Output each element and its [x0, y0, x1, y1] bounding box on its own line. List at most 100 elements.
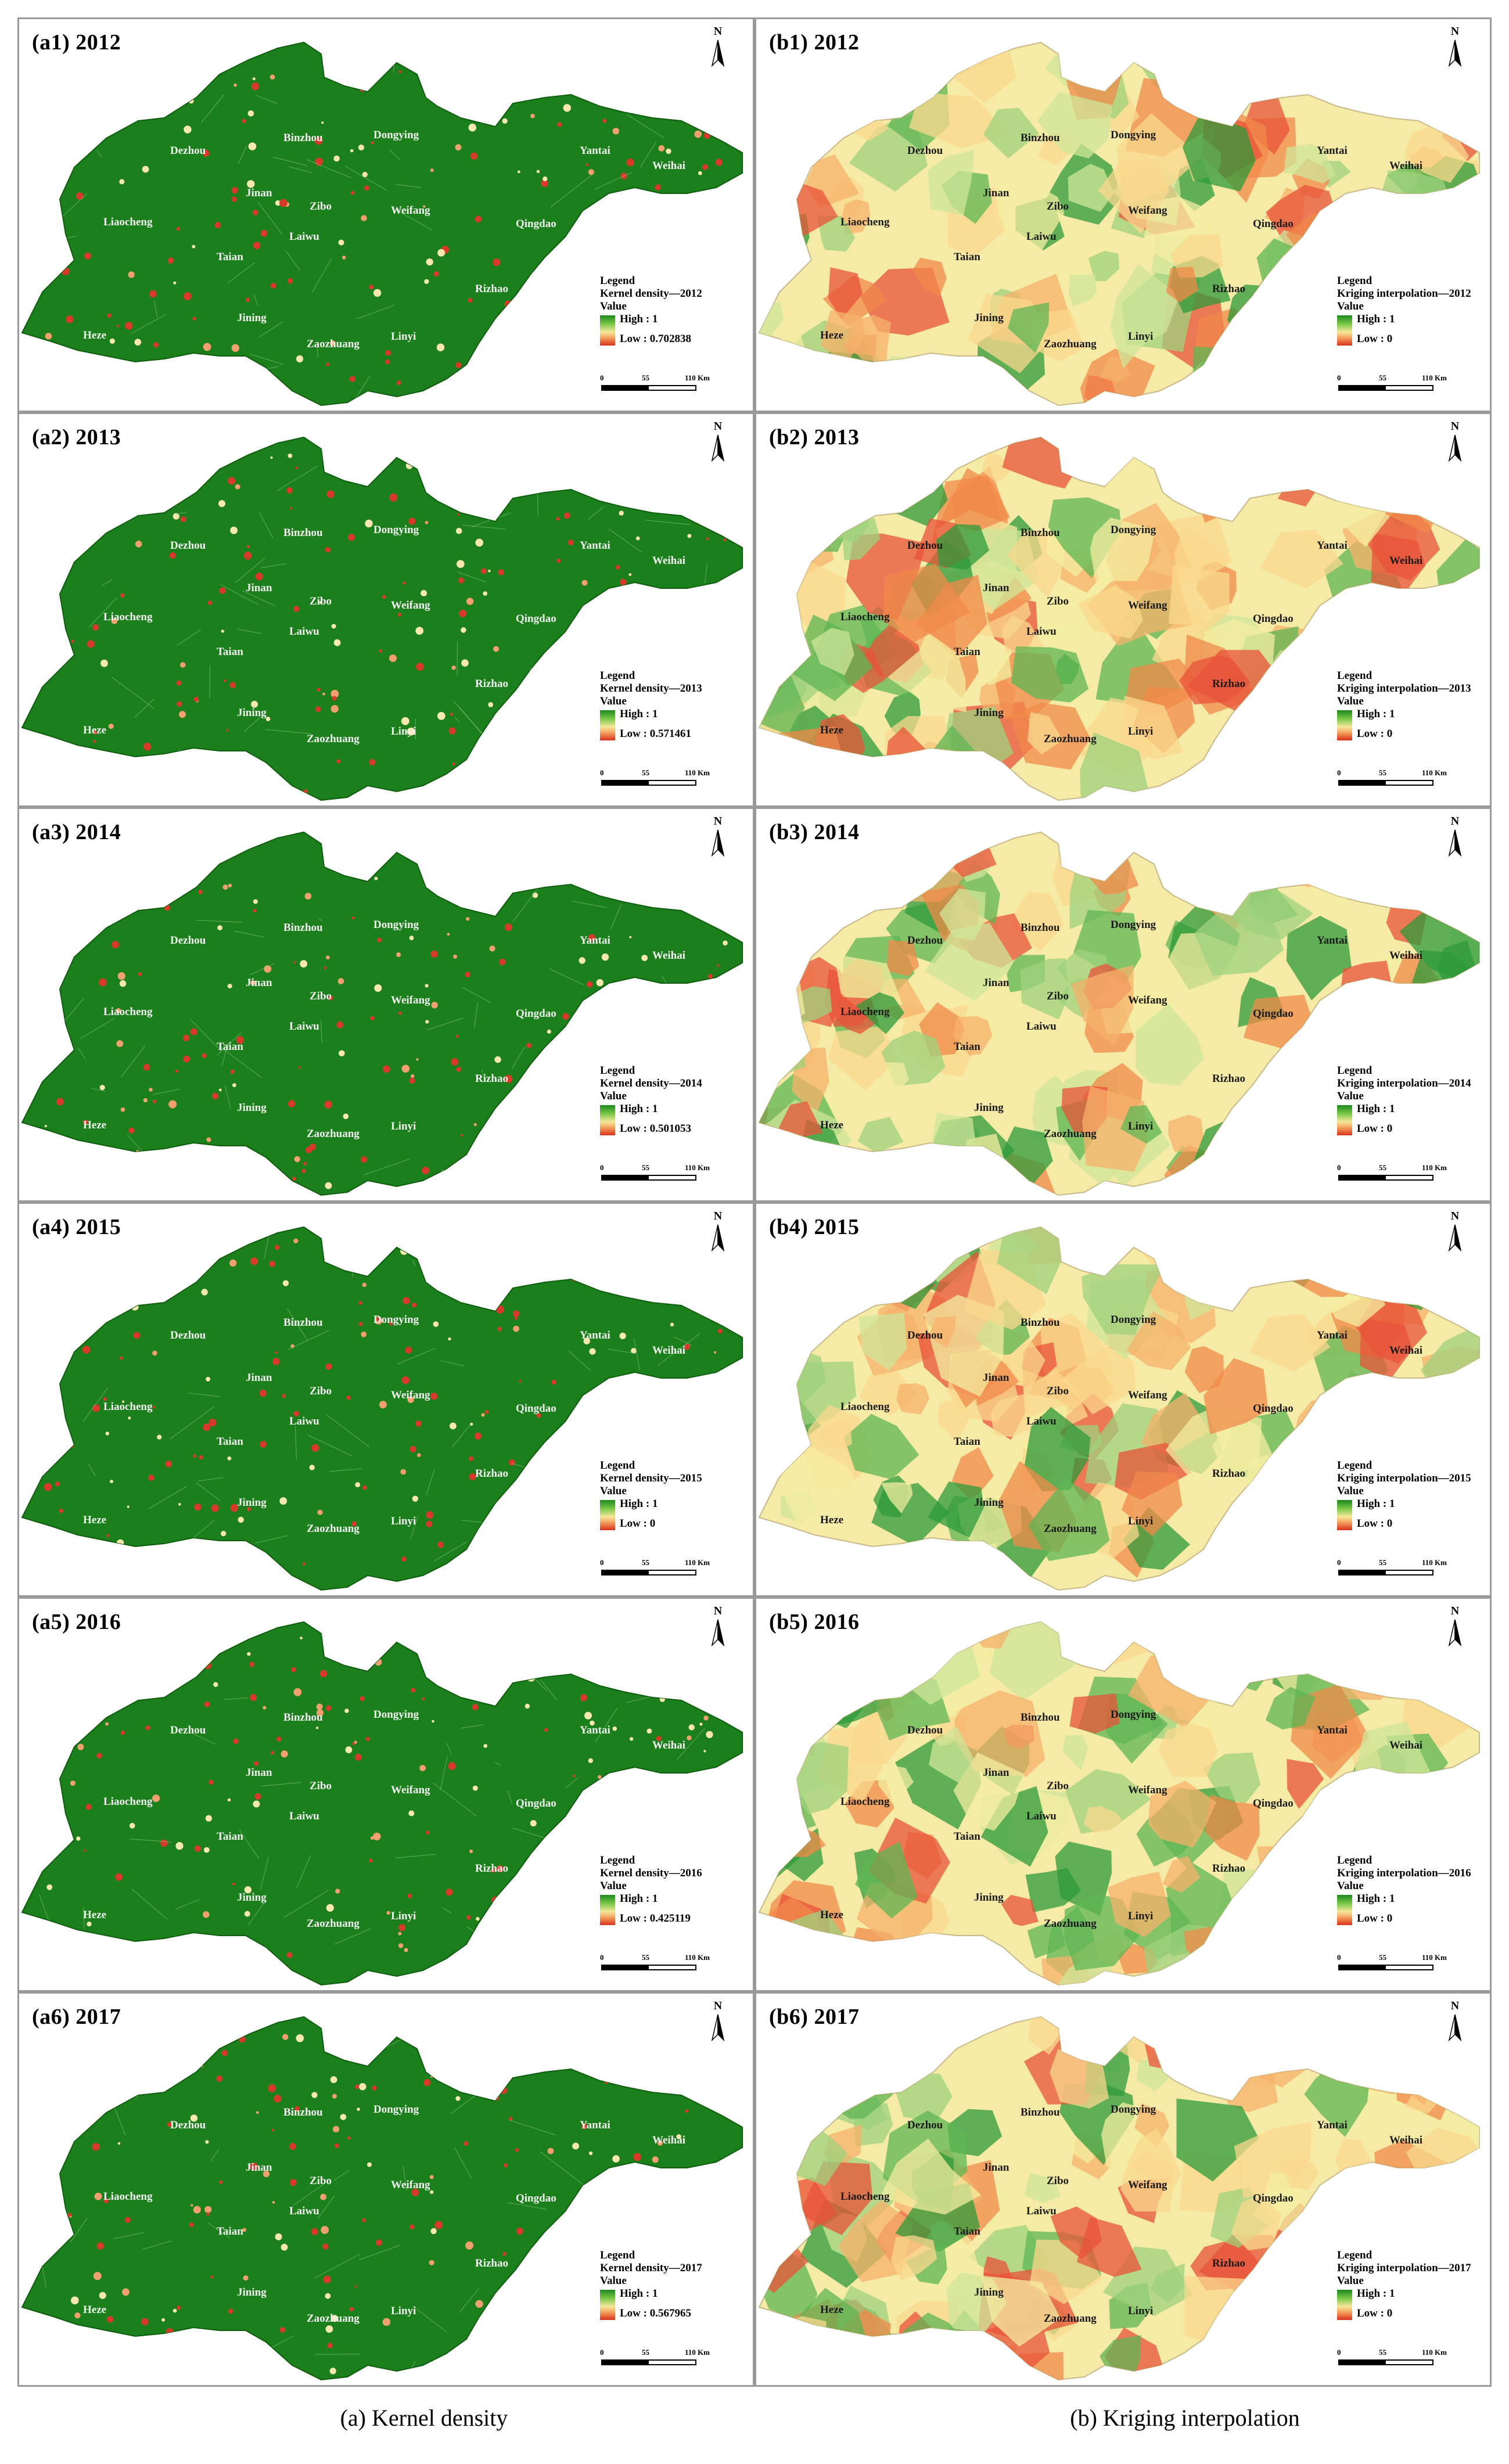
scale-bar: 0 55 110 Km	[1337, 1558, 1447, 1587]
city-label-zaozhuang: Zaozhuang	[1044, 1128, 1097, 1140]
city-label-yantai: Yantai	[580, 934, 610, 947]
north-arrow-icon: N	[1445, 1210, 1465, 1255]
scale-bar-graphic	[1338, 2359, 1433, 2365]
legend-layer-name: Kernel density—2014	[600, 1077, 702, 1089]
city-label-zaozhuang: Zaozhuang	[1044, 1918, 1097, 1930]
legend-high: High : 1	[1357, 312, 1395, 325]
scale-tick: 110 Km	[1422, 768, 1447, 777]
city-label-jinan: Jinan	[983, 2161, 1009, 2174]
north-arrow-icon: N	[707, 815, 728, 860]
legend-layer-name: Kernel density—2016	[600, 1866, 702, 1879]
city-label-heze: Heze	[820, 1909, 843, 1921]
legend-layer-name: Kernel density—2013	[600, 682, 702, 695]
city-label-heze: Heze	[820, 1119, 843, 1131]
legend-low: Low : 0.571461	[620, 727, 691, 740]
city-label-taian: Taian	[217, 646, 243, 658]
city-label-linyi: Linyi	[1128, 330, 1153, 343]
legend-low: Low : 0	[1357, 1122, 1393, 1135]
city-label-zibo: Zibo	[310, 200, 332, 213]
province-outline	[21, 831, 743, 1196]
scale-bar: 0 55 110 Km	[600, 1558, 710, 1587]
city-label-laiwu: Laiwu	[1026, 231, 1057, 243]
city-label-zibo: Zibo	[1047, 2175, 1069, 2187]
map-panel-kernel-density: Binzhou Dongying Dezhou Yantai Weihai Jinan Zi…	[17, 1597, 754, 1992]
city-label-weifang: Weifang	[1128, 599, 1167, 611]
city-label-zaozhuang: Zaozhuang	[307, 1523, 360, 1535]
legend-value-label: Value	[1337, 1879, 1364, 1892]
city-label-laiwu: Laiwu	[1026, 1810, 1057, 1822]
province-map: Binzhou Dongying Dezhou Yantai Weihai Jinan Zi…	[21, 1226, 743, 1591]
city-label-jining: Jining	[237, 312, 267, 324]
province-outline	[21, 41, 743, 407]
scale-bar-graphic	[1338, 1965, 1433, 1970]
figure-grid: Binzhou Dongying Dezhou Yantai Weihai Jinan Zi…	[17, 17, 1492, 2387]
north-letter: N	[1450, 1605, 1460, 1617]
city-label-heze: Heze	[820, 329, 843, 341]
color-ramp	[1337, 315, 1352, 346]
city-label-weifang: Weifang	[391, 2179, 430, 2191]
city-label-taian: Taian	[954, 251, 980, 263]
legend-low: Low : 0.501053	[620, 1122, 691, 1135]
legend-low: Low : 0	[1357, 727, 1393, 740]
city-label-qingdao: Qingdao	[1253, 218, 1294, 230]
north-letter: N	[713, 1605, 723, 1617]
legend-value-label: Value	[600, 1089, 627, 1102]
map-panel-kriging-interpolation: Binzhou Dongying Dezhou Yantai Weihai Jinan Zi…	[754, 1992, 1492, 2387]
map-panel-kriging-interpolation: Binzhou Dongying Dezhou Yantai Weihai Jinan Zi…	[754, 807, 1492, 1202]
city-label-taian: Taian	[954, 1830, 980, 1843]
city-label-linyi: Linyi	[391, 2305, 416, 2317]
map-panel-kernel-density: Binzhou Dongying Dezhou Yantai Weihai Jinan Zi…	[17, 807, 754, 1202]
legend-layer-name: Kriging interpolation—2014	[1337, 1077, 1471, 1089]
city-label-binzhou: Binzhou	[283, 922, 323, 934]
city-label-weihai: Weihai	[652, 1739, 685, 1751]
legend-low: Low : 0.702838	[620, 332, 691, 345]
city-label-qingdao: Qingdao	[516, 613, 556, 625]
city-label-rizhao: Rizhao	[475, 283, 508, 295]
city-label-laiwu: Laiwu	[1026, 1020, 1057, 1033]
city-label-taian: Taian	[954, 1041, 980, 1053]
map-panel-kernel-density: Binzhou Dongying Dezhou Yantai Weihai Jinan Zi…	[17, 1202, 754, 1597]
city-label-linyi: Linyi	[1128, 2305, 1153, 2317]
scale-tick: 0	[600, 2348, 604, 2357]
city-label-qingdao: Qingdao	[1253, 1008, 1294, 1020]
map-legend: Legend Kernel density—2014 Value High : 1 Lo…	[600, 1064, 745, 1136]
legend-high: High : 1	[620, 1497, 658, 1510]
legend-high: High : 1	[1357, 1892, 1395, 1905]
scale-tick: 110 Km	[685, 1953, 710, 1962]
legend-layer-name: Kernel density—2012	[600, 287, 702, 300]
scale-bar: 0 55 110 Km	[1337, 373, 1447, 402]
city-label-linyi: Linyi	[1128, 1120, 1153, 1132]
city-label-zibo: Zibo	[310, 2175, 332, 2187]
panel-label: (a5) 2016	[32, 1610, 121, 1634]
city-label-linyi: Linyi	[391, 725, 416, 738]
city-label-laiwu: Laiwu	[289, 625, 319, 638]
city-label-jinan: Jinan	[246, 187, 272, 199]
city-label-liaocheng: Liaocheng	[103, 2190, 153, 2203]
legend-value-label: Value	[600, 695, 627, 707]
city-label-laiwu: Laiwu	[289, 1415, 319, 1427]
city-label-yantai: Yantai	[580, 2119, 610, 2131]
legend-value-label: Value	[1337, 1484, 1364, 1497]
province-map: Binzhou Dongying Dezhou Yantai Weihai Jinan Zi…	[758, 1621, 1480, 1986]
city-label-liaocheng: Liaocheng	[103, 1006, 153, 1018]
city-label-rizhao: Rizhao	[475, 1862, 508, 1875]
city-label-jinan: Jinan	[983, 187, 1009, 199]
city-label-jining: Jining	[237, 1102, 267, 1114]
legend-low: Low : 0.567965	[620, 2307, 691, 2319]
map-legend: Legend Kernel density—2013 Value High : 1 Lo…	[600, 670, 745, 742]
city-label-jining: Jining	[974, 312, 1004, 324]
north-arrow-icon: N	[1445, 1605, 1465, 1650]
city-label-binzhou: Binzhou	[1021, 527, 1060, 539]
city-label-weifang: Weifang	[1128, 1389, 1167, 1401]
city-label-dezhou: Dezhou	[170, 2119, 206, 2131]
legend-layer-name: Kernel density—2015	[600, 1472, 702, 1484]
legend-high: High : 1	[620, 1102, 658, 1115]
color-ramp	[1337, 2289, 1352, 2320]
city-label-weihai: Weihai	[652, 949, 685, 962]
city-label-jining: Jining	[974, 707, 1004, 719]
city-label-rizhao: Rizhao	[1212, 1073, 1245, 1085]
city-label-qingdao: Qingdao	[1253, 2192, 1294, 2204]
color-ramp	[600, 2289, 615, 2320]
panel-label: (a2) 2013	[32, 425, 121, 449]
city-label-liaocheng: Liaocheng	[840, 611, 890, 623]
